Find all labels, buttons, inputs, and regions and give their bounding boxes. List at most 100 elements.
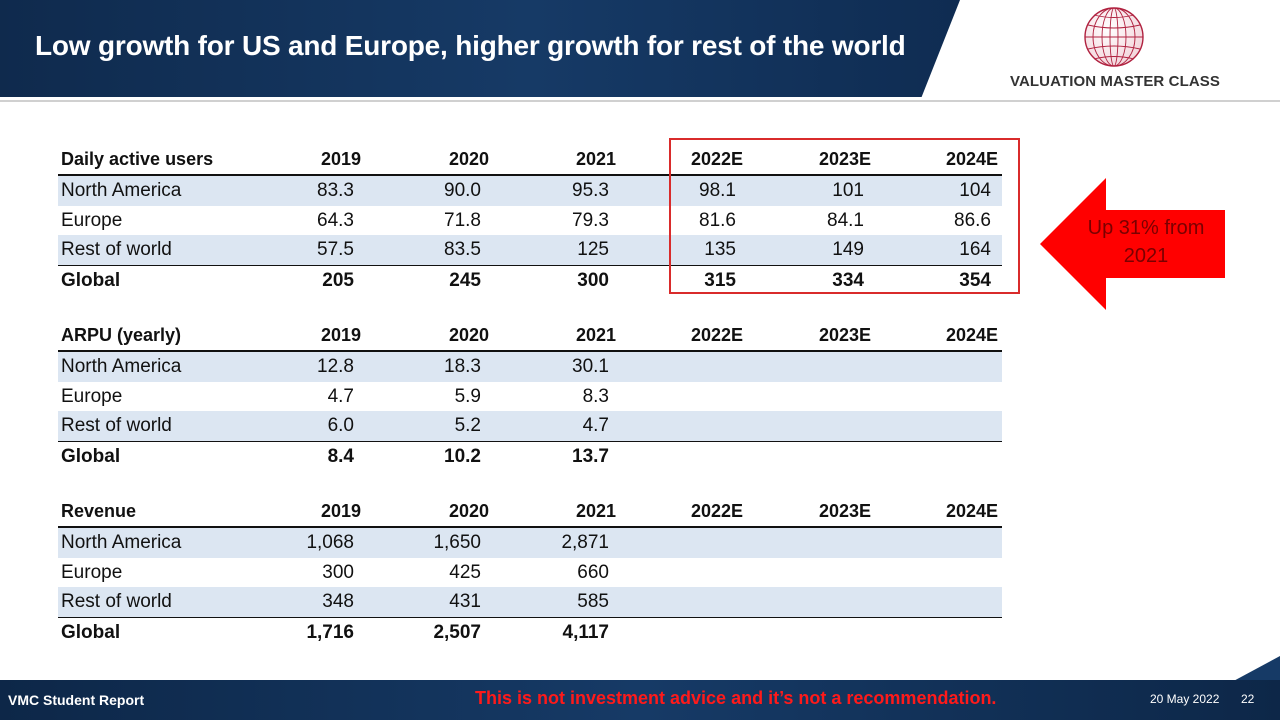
table-cell: 98.1 bbox=[699, 180, 736, 201]
header-band bbox=[0, 0, 960, 97]
table-cell: 4.7 bbox=[582, 415, 609, 436]
table-cell: 300 bbox=[577, 269, 609, 291]
table-cell: 135 bbox=[704, 239, 736, 260]
table-cell: 84.1 bbox=[827, 209, 864, 231]
table-cell: 101 bbox=[832, 180, 864, 201]
table-header-row: ARPU (yearly) 2019 2020 2021 2022E 2023E… bbox=[58, 322, 1002, 352]
table-cell: 245 bbox=[449, 269, 481, 291]
table-cell: 315 bbox=[704, 269, 736, 291]
year-header: 2022E bbox=[690, 325, 743, 345]
year-header: 2019 bbox=[320, 501, 361, 521]
slide-title: Low growth for US and Europe, higher gro… bbox=[35, 30, 906, 61]
year-header: 2021 bbox=[575, 149, 616, 169]
table-cell: 2,871 bbox=[561, 532, 609, 553]
table-cell: 71.8 bbox=[444, 209, 481, 231]
callout-line: Up 31% from bbox=[1087, 217, 1205, 239]
table-row: Rest of world 6.0 5.2 4.7 bbox=[58, 411, 1002, 441]
table-cell: 64.3 bbox=[317, 209, 354, 231]
year-header: 2021 bbox=[575, 325, 616, 345]
table-cell: 4,117 bbox=[562, 621, 610, 643]
table-daily-active-users: Daily active users 2019 2020 2021 2022E … bbox=[58, 146, 1002, 295]
row-label: Rest of world bbox=[61, 591, 172, 612]
report-label: VMC Student Report bbox=[8, 692, 145, 708]
table-cell: 4.7 bbox=[327, 385, 354, 407]
table-cell: 95.3 bbox=[572, 180, 609, 201]
year-header: 2019 bbox=[320, 325, 361, 345]
table-row: Rest of world 57.5 83.5 125 135 149 164 bbox=[58, 235, 1002, 265]
table-cell: 10.2 bbox=[444, 445, 481, 467]
table-cell: 1,650 bbox=[433, 532, 481, 553]
year-header: 2023E bbox=[818, 325, 871, 345]
table-row: Rest of world 348 431 585 bbox=[58, 587, 1002, 617]
table-cell: 8.3 bbox=[582, 385, 609, 407]
table-row: North America 12.8 18.3 30.1 bbox=[58, 352, 1002, 382]
row-label: Global bbox=[61, 445, 121, 467]
table-cell: 81.6 bbox=[699, 209, 736, 231]
table-cell: 1,068 bbox=[306, 532, 354, 553]
table-cell: 431 bbox=[449, 591, 481, 612]
table-cell: 83.3 bbox=[317, 180, 354, 201]
report-date: 20 May 2022 bbox=[1150, 692, 1220, 706]
row-label: Rest of world bbox=[61, 239, 172, 260]
row-label: North America bbox=[61, 356, 182, 377]
row-label: Rest of world bbox=[61, 415, 172, 436]
row-label: Global bbox=[61, 621, 121, 643]
table-cell: 79.3 bbox=[572, 209, 609, 231]
table-row: Europe 300 425 660 bbox=[58, 558, 1002, 588]
year-header: 2022E bbox=[690, 149, 743, 169]
table-cell: 30.1 bbox=[572, 356, 609, 377]
table-cell: 5.9 bbox=[454, 385, 481, 407]
row-label: North America bbox=[61, 532, 182, 553]
table-cell: 149 bbox=[832, 239, 864, 260]
year-header: 2024E bbox=[945, 325, 998, 345]
table-cell: 5.2 bbox=[454, 415, 481, 436]
table-title: Revenue bbox=[61, 501, 137, 521]
table-cell: 8.4 bbox=[327, 445, 354, 467]
row-label: Global bbox=[61, 269, 121, 291]
year-header: 2021 bbox=[575, 501, 616, 521]
table-cell: 354 bbox=[959, 269, 991, 291]
globe-icon bbox=[1084, 7, 1144, 67]
disclaimer: This is not investment advice and it’s n… bbox=[475, 688, 997, 708]
table-row: Europe 4.7 5.9 8.3 bbox=[58, 382, 1002, 412]
table-cell: 164 bbox=[959, 239, 991, 260]
table-cell: 2,507 bbox=[433, 621, 481, 643]
table-cell: 18.3 bbox=[444, 356, 481, 377]
year-header: 2023E bbox=[818, 149, 871, 169]
brand-name: VALUATION MASTER CLASS bbox=[1010, 73, 1220, 90]
table-cell: 104 bbox=[959, 180, 991, 201]
year-header: 2020 bbox=[448, 149, 489, 169]
row-label: Europe bbox=[61, 561, 123, 583]
table-cell: 90.0 bbox=[444, 180, 481, 201]
year-header: 2024E bbox=[945, 149, 998, 169]
year-header: 2023E bbox=[818, 501, 871, 521]
table-cell: 348 bbox=[322, 591, 354, 612]
row-label: North America bbox=[61, 180, 182, 201]
table-cell: 334 bbox=[832, 269, 864, 291]
table-cell: 13.7 bbox=[572, 445, 609, 467]
table-row: North America 1,068 1,650 2,871 bbox=[58, 528, 1002, 558]
table-cell: 86.6 bbox=[954, 209, 991, 231]
table-row: Europe 64.3 71.8 79.3 81.6 84.1 86.6 bbox=[58, 206, 1002, 236]
year-header: 2024E bbox=[945, 501, 998, 521]
year-header: 2020 bbox=[448, 325, 489, 345]
table-header-row: Revenue 2019 2020 2021 2022E 2023E 2024E bbox=[58, 498, 1002, 528]
row-label: Europe bbox=[61, 385, 123, 407]
slide-header: Low growth for US and Europe, higher gro… bbox=[0, 0, 1280, 100]
growth-callout: Up 31% from 2021 bbox=[1068, 214, 1224, 270]
table-cell: 585 bbox=[577, 591, 609, 612]
table-title: ARPU (yearly) bbox=[61, 325, 182, 345]
table-cell: 125 bbox=[577, 239, 609, 260]
table-cell: 660 bbox=[577, 561, 609, 583]
table-total-row: Global 205 245 300 315 334 354 bbox=[58, 264, 1002, 296]
callout-line: 2021 bbox=[1123, 245, 1169, 267]
year-header: 2020 bbox=[448, 501, 489, 521]
table-revenue: Revenue 2019 2020 2021 2022E 2023E 2024E… bbox=[58, 498, 1002, 647]
row-label: Europe bbox=[61, 209, 123, 231]
table-cell: 57.5 bbox=[317, 239, 354, 260]
table-cell: 1,716 bbox=[306, 621, 354, 643]
logo: VALUATION MASTER CLASS bbox=[990, 5, 1240, 95]
table-cell: 12.8 bbox=[317, 356, 354, 377]
year-header: 2019 bbox=[320, 149, 361, 169]
year-header: 2022E bbox=[690, 501, 743, 521]
